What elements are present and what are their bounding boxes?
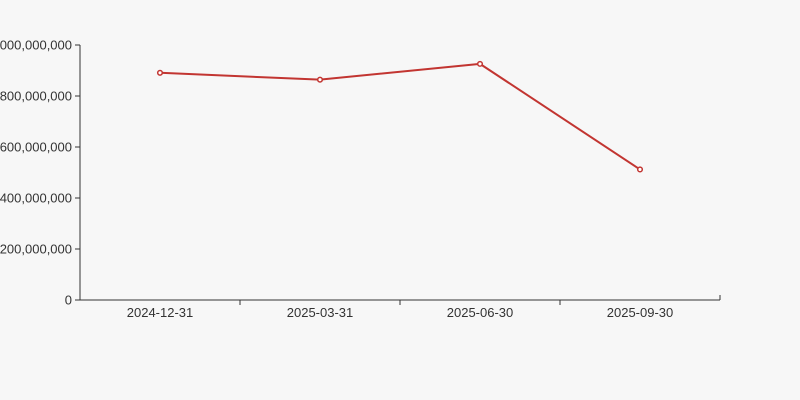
x-axis-label: 2025-03-31 (287, 305, 354, 320)
x-axis-label: 2025-06-30 (447, 305, 514, 320)
x-axis-label: 2025-09-30 (607, 305, 674, 320)
data-point[interactable] (636, 166, 644, 173)
x-axis-label: 2024-12-31 (127, 305, 194, 320)
data-point[interactable] (316, 76, 324, 83)
trend-line (159, 62, 641, 171)
y-axis-label: 0 (65, 293, 72, 308)
data-point[interactable] (476, 60, 484, 67)
y-axis-label: 200,000,000 (0, 242, 72, 257)
y-axis-label: 600,000,000 (0, 140, 72, 155)
y-axis-label: 800,000,000 (0, 89, 72, 104)
y-axis-label: 400,000,000 (0, 191, 72, 206)
data-point[interactable] (156, 69, 164, 76)
y-axis-label: 1,000,000,000 (0, 38, 72, 53)
